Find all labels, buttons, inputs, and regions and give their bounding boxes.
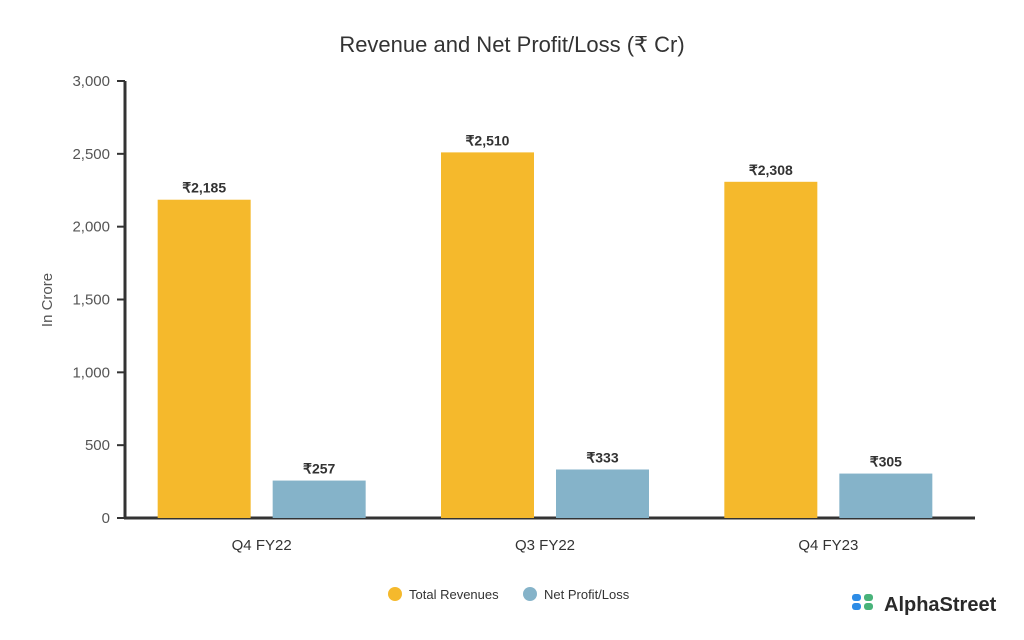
y-tick-label: 1,500 — [72, 292, 110, 309]
y-tick-label: 500 — [85, 437, 110, 454]
data-label: ₹2,308 — [749, 162, 793, 178]
data-label: ₹333 — [586, 449, 618, 465]
logo-text: AlphaStreet — [884, 594, 997, 616]
bar-net-profit-loss-1 — [556, 469, 649, 518]
legend-label: Total Revenues — [409, 587, 499, 602]
bar-net-profit-loss-2 — [839, 473, 933, 518]
data-label: ₹305 — [870, 454, 902, 470]
bar-total-revenues-0 — [157, 199, 251, 519]
data-label: ₹2,185 — [182, 180, 226, 196]
logo-icon — [852, 594, 873, 610]
y-tick-label: 0 — [102, 510, 110, 527]
y-tick-label: 3,000 — [72, 73, 110, 90]
bar-net-profit-loss-0 — [272, 480, 366, 518]
y-tick-label: 1,000 — [72, 364, 110, 381]
y-tick-label: 2,500 — [72, 146, 110, 163]
y-tick-label: 2,000 — [72, 219, 110, 236]
chart-title: Revenue and Net Profit/Loss (₹ Cr) — [339, 32, 684, 57]
legend-marker — [523, 587, 537, 601]
y-axis-label: In Crore — [39, 273, 56, 327]
legend-marker — [388, 587, 402, 601]
x-tick-label: Q4 FY23 — [798, 537, 858, 554]
bar-total-revenues-2 — [724, 181, 818, 518]
data-label: ₹2,510 — [466, 132, 510, 148]
x-tick-label: Q3 FY22 — [515, 537, 575, 554]
alphastreet-logo: AlphaStreet — [852, 594, 997, 616]
x-tick-label: Q4 FY22 — [232, 537, 292, 554]
bar-total-revenues-1 — [441, 152, 534, 519]
data-label: ₹257 — [303, 461, 335, 477]
legend-label: Net Profit/Loss — [544, 587, 630, 602]
